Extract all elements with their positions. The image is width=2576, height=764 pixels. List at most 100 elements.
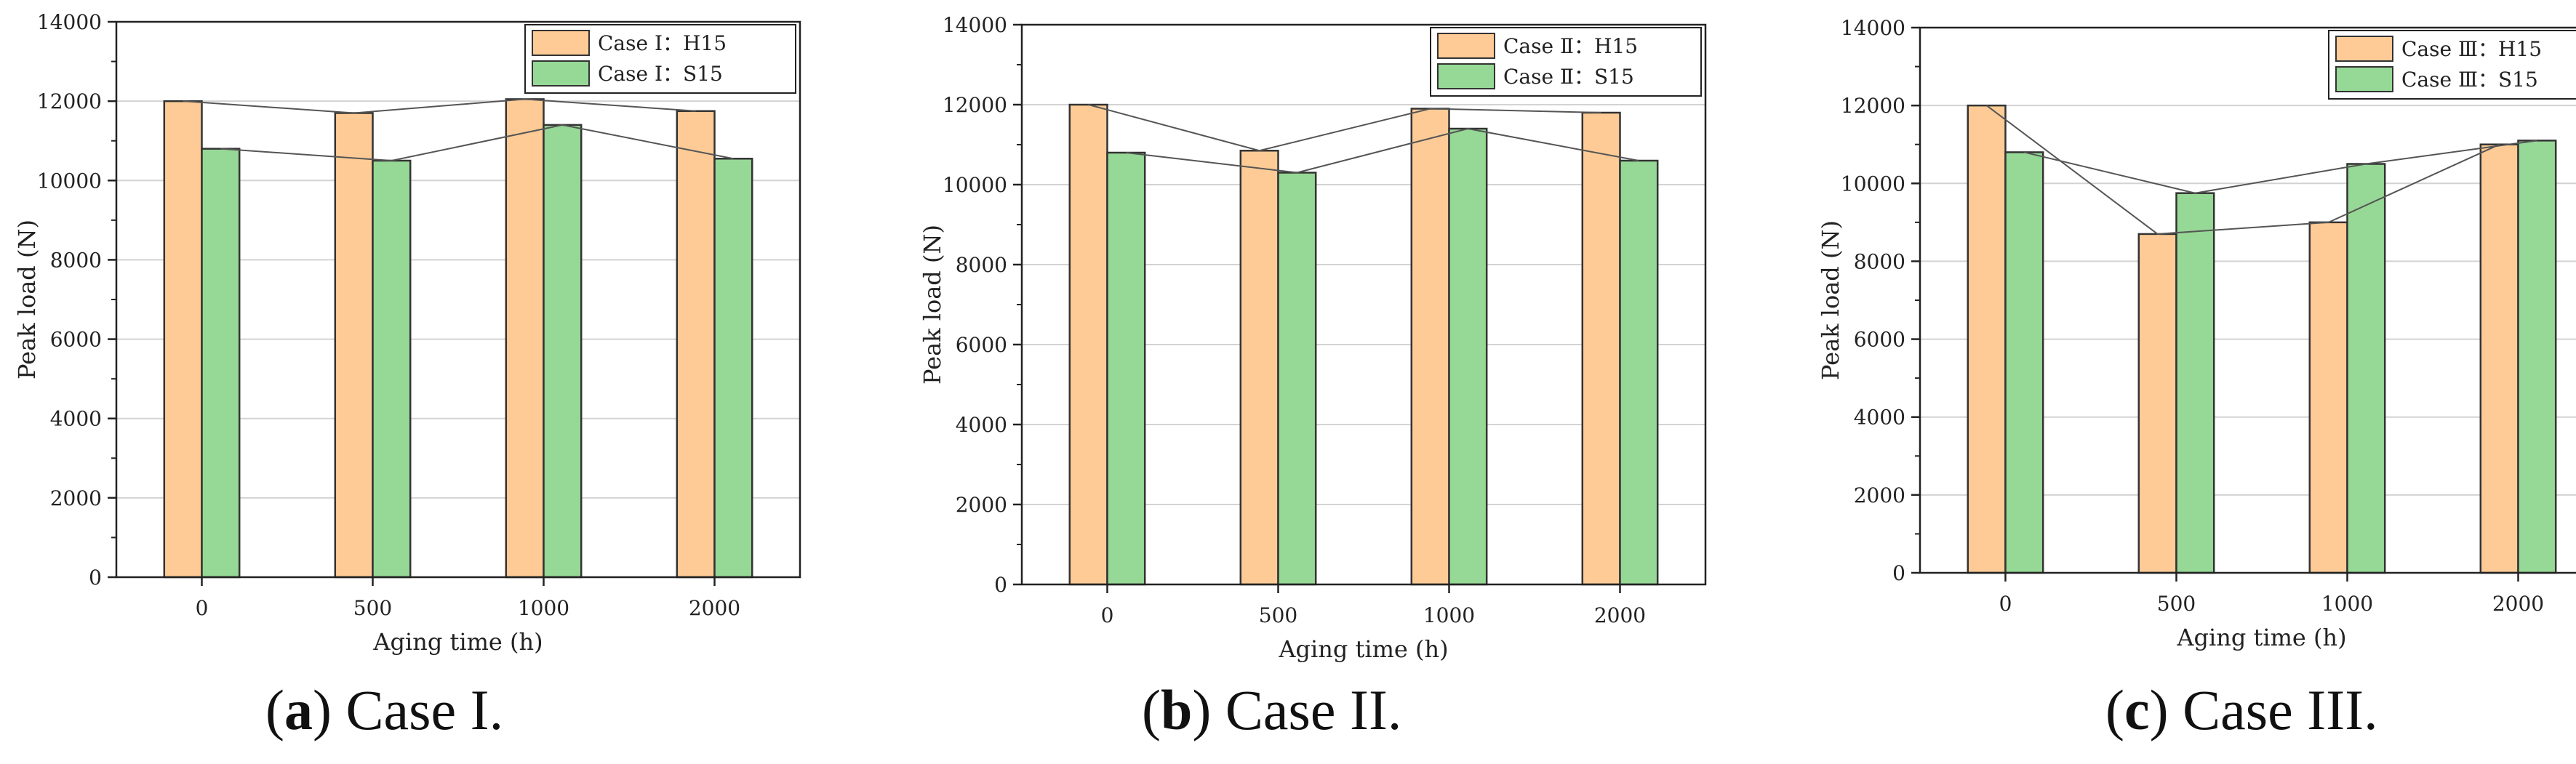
bar-h15-0 (1967, 104, 2007, 574)
y-tick-label: 14000 (37, 10, 102, 34)
y-tick-label: 4000 (50, 407, 102, 431)
legend-label-h15: Case Ⅰ：H15 (598, 31, 727, 55)
plot-frame (1020, 23, 1707, 586)
y-tick-label: 4000 (1854, 406, 1905, 430)
x-axis-label: Aging time (h) (1278, 635, 1448, 663)
x-tick-label: 1000 (1423, 603, 1475, 627)
plot-frame (115, 20, 801, 579)
y-tick-label: 8000 (1854, 249, 1905, 273)
bar-h15-500 (2137, 233, 2177, 574)
y-tick-label: 10000 (943, 173, 1007, 197)
bar-s15-0 (1106, 151, 1146, 586)
bar-s15-2000 (2517, 140, 2557, 574)
y-tick-label: 2000 (1854, 483, 1905, 507)
connector-line-h15 (183, 98, 696, 114)
y-axis-label: Peak load (N) (13, 220, 41, 379)
bar-s15-2000 (1619, 159, 1659, 586)
caption-letter: a (284, 678, 313, 741)
y-tick-label: 14000 (943, 13, 1007, 37)
caption-b: (b) Case II. (1142, 678, 1402, 741)
x-tick-label: 2000 (1594, 603, 1646, 627)
y-tick-label: 6000 (1854, 328, 1905, 352)
legend-swatch-s15 (1437, 63, 1495, 89)
bar-s15-1000 (1448, 127, 1488, 586)
x-tick-label: 2000 (2492, 592, 2544, 616)
bar-s15-1000 (2346, 163, 2386, 574)
chart-c: 0 2000 4000 6000 8000 10000 12000 14000 0 500 1000… (1817, 16, 2576, 651)
caption-letter: c (2124, 678, 2150, 741)
x-tick-label: 500 (2157, 592, 2196, 616)
y-tick-label: 2000 (956, 493, 1007, 517)
legend-swatch-h15 (2335, 36, 2393, 62)
bar-s15-500 (2175, 192, 2215, 574)
y-tick-label: 4000 (956, 413, 1007, 437)
bar-h15-0 (1068, 103, 1108, 586)
legend-swatch-h15 (1437, 33, 1495, 59)
caption-a: (a) Case I. (265, 678, 504, 741)
x-tick-label: 0 (196, 596, 209, 620)
chart-b: 0 2000 4000 6000 8000 10000 12000 14000 0 500 1000… (919, 13, 1707, 663)
caption-letter: b (1160, 678, 1193, 741)
chart-a: 0 2000 4000 6000 8000 10000 12000 14000 0 500 1000… (13, 10, 801, 656)
y-tick-label: 8000 (50, 248, 102, 272)
legend-label-s15: Case Ⅱ：S15 (1503, 65, 1634, 89)
legend-label-s15: Case Ⅰ：S15 (598, 62, 723, 86)
connector-line-s15 (1126, 127, 1639, 174)
caption-text: Case II. (1211, 678, 1402, 741)
legend-swatch-s15 (2335, 66, 2393, 92)
legend-label-h15: Case Ⅱ：H15 (1503, 34, 1638, 58)
x-axis-label: Aging time (h) (372, 628, 543, 656)
y-tick-label: 10000 (1841, 172, 1905, 196)
bar-h15-2000 (2479, 143, 2519, 574)
chart-panel-c: 0 2000 4000 6000 8000 10000 12000 14000 0 500 1000… (1760, 0, 2576, 669)
connector-line-s15 (220, 124, 734, 162)
x-tick-label: 500 (353, 596, 392, 620)
legend-swatch-h15 (532, 30, 590, 56)
bar-s15-2000 (713, 158, 753, 579)
bar-h15-1000 (505, 98, 545, 579)
y-tick-label: 14000 (1841, 16, 1905, 40)
bar-h15-1000 (1410, 108, 1450, 586)
bar-h15-2000 (676, 110, 716, 579)
bar-s15-500 (1277, 172, 1317, 586)
y-tick-label: 2000 (50, 486, 102, 510)
bar-h15-500 (334, 112, 374, 579)
connector-line-h15 (1088, 104, 1601, 152)
y-tick-label: 12000 (37, 89, 102, 113)
chart-panel-a: 0 2000 4000 6000 8000 10000 12000 14000 0 500 1000… (0, 0, 858, 669)
x-tick-label: 0 (1999, 592, 2012, 616)
caption-c: (c) Case III. (2105, 678, 2378, 741)
x-tick-label: 0 (1101, 603, 1114, 627)
connector-line-h15 (1986, 105, 2500, 235)
bar-h15-1000 (2308, 221, 2348, 574)
bar-s15-1000 (543, 124, 583, 579)
y-tick-label: 6000 (50, 328, 102, 352)
bar-h15-2000 (1581, 111, 1621, 586)
chart-panel-b: 0 2000 4000 6000 8000 10000 12000 14000 0 500 1000… (873, 0, 1731, 669)
x-tick-label: 1000 (2321, 592, 2373, 616)
y-tick-label: 6000 (956, 333, 1007, 357)
x-tick-label: 2000 (689, 596, 740, 620)
legend-label-h15: Case Ⅲ：H15 (2401, 37, 2542, 61)
y-axis-label: Peak load (N) (919, 225, 946, 385)
y-tick-label: 0 (89, 566, 102, 590)
caption-text: Case I. (331, 678, 504, 741)
y-tick-label: 10000 (37, 169, 102, 193)
bar-s15-0 (2004, 151, 2044, 574)
legend-swatch-s15 (532, 60, 590, 87)
bar-s15-500 (372, 159, 412, 579)
bar-s15-0 (201, 148, 241, 579)
plot-frame (1919, 26, 2576, 574)
y-tick-label: 12000 (1841, 94, 1905, 118)
y-tick-label: 8000 (956, 253, 1007, 277)
y-tick-label: 0 (1892, 561, 1905, 585)
bar-h15-0 (163, 100, 203, 579)
bar-h15-500 (1239, 150, 1279, 586)
x-axis-label: Aging time (h) (2176, 624, 2346, 651)
y-tick-label: 12000 (943, 93, 1007, 117)
connector-line-s15 (2024, 140, 2537, 194)
x-tick-label: 1000 (518, 596, 569, 620)
y-tick-label: 0 (994, 573, 1007, 597)
legend-label-s15: Case Ⅲ：S15 (2401, 68, 2538, 92)
x-tick-label: 500 (1259, 603, 1297, 627)
